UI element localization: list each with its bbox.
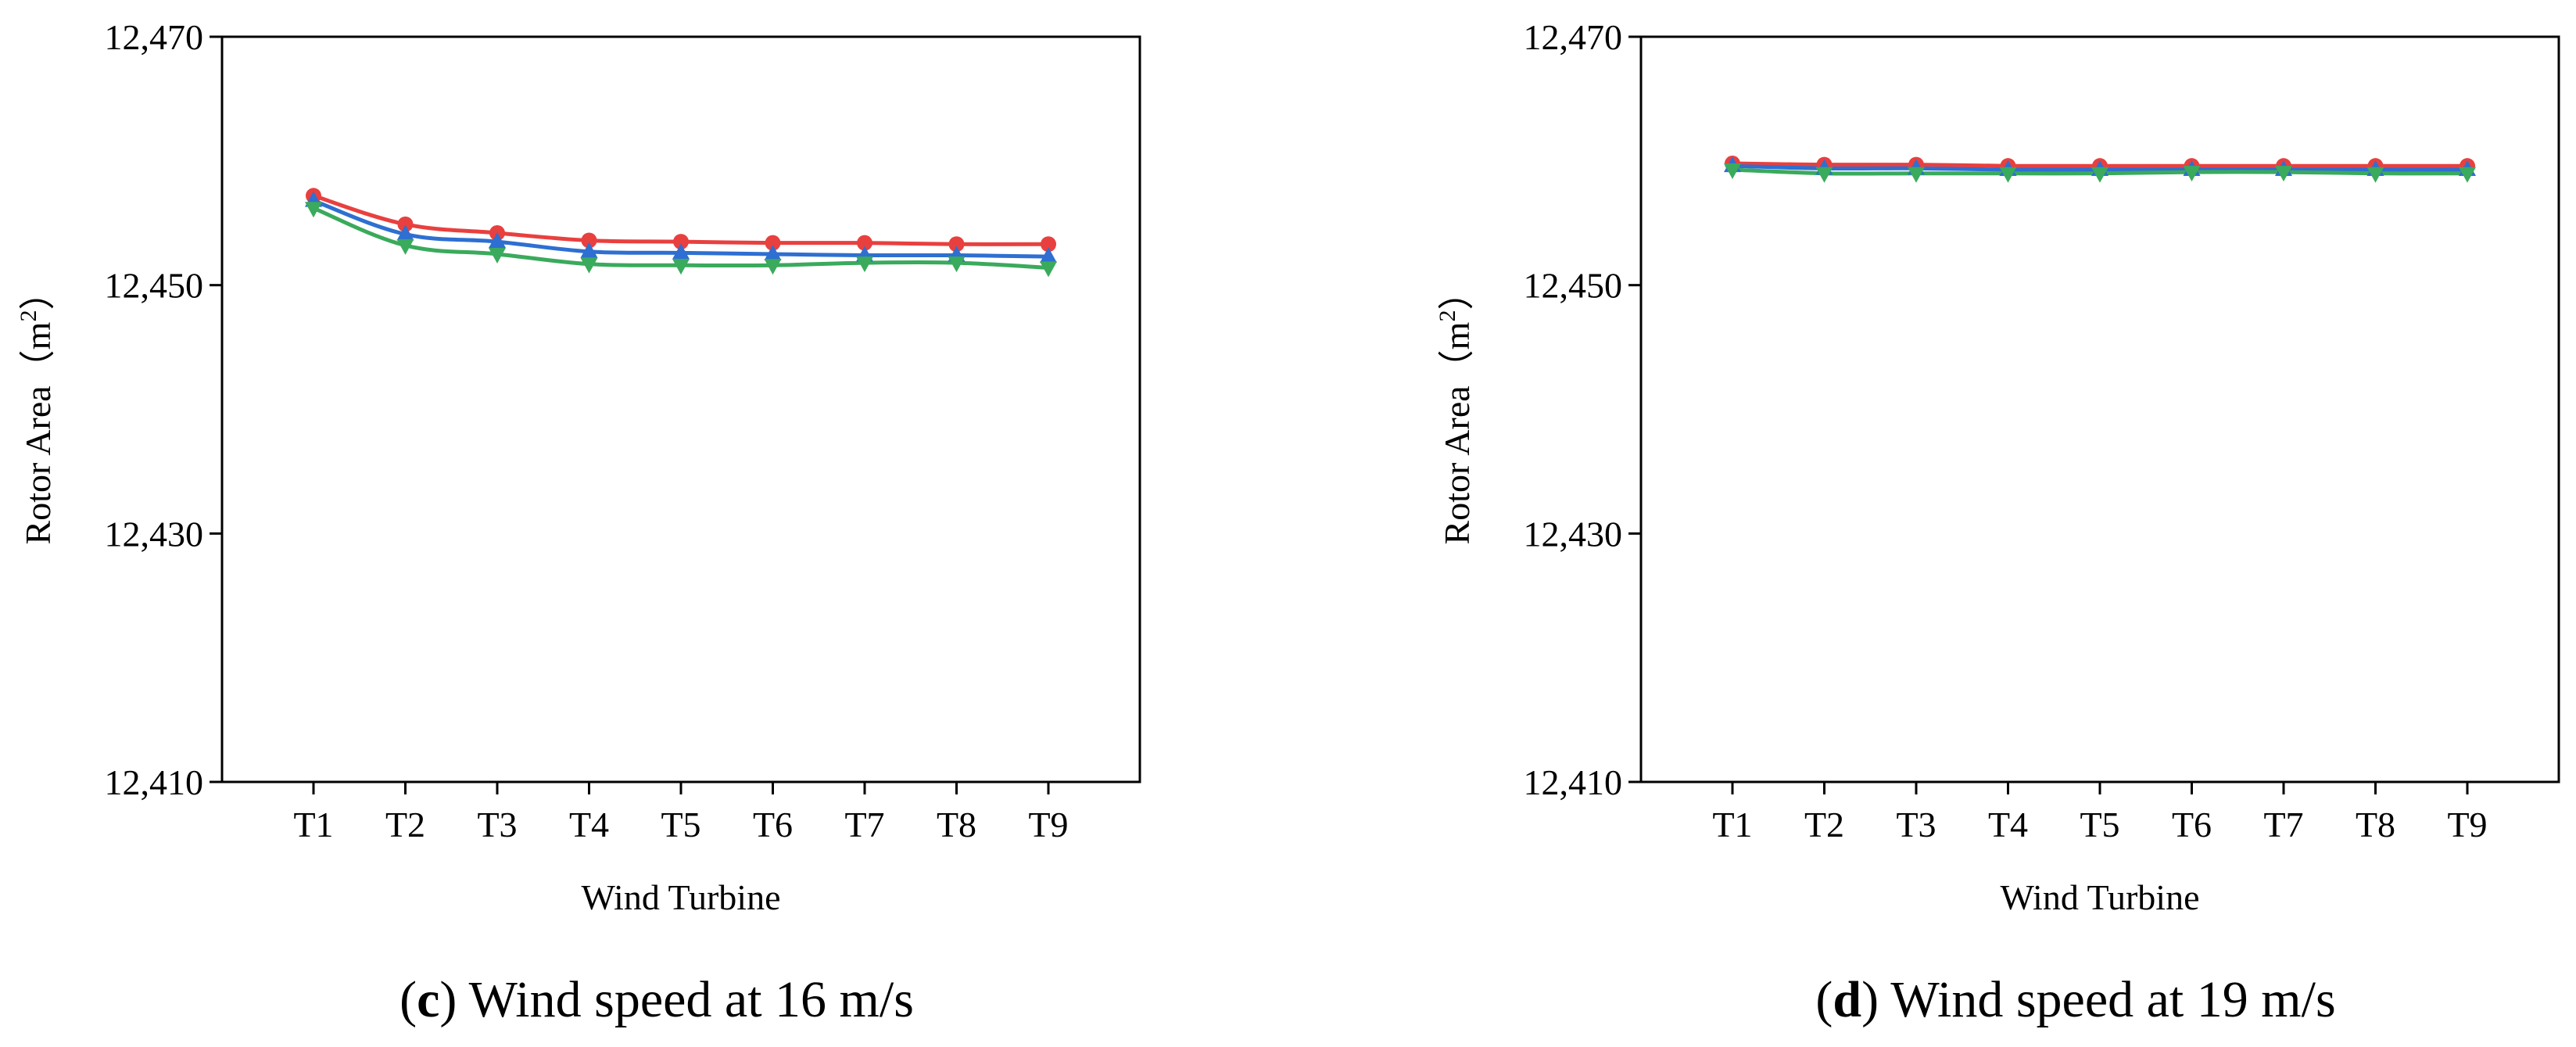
x-tick-label: T2: [385, 805, 425, 844]
x-tick-label: T3: [1896, 805, 1936, 844]
caption-open-paren: (: [399, 971, 417, 1028]
y-axis-title: Rotor Area（m2）: [1435, 274, 1477, 545]
y-tick-label: 12,410: [105, 762, 204, 802]
series-green-point: [1999, 167, 2017, 183]
series-green-point: [580, 257, 598, 274]
y-tick-label: 12,430: [105, 514, 204, 554]
caption-panel-letter: c: [417, 971, 439, 1028]
y-tick-label: 12,450: [105, 266, 204, 306]
series-blue-point: [1040, 247, 1057, 264]
caption-text: Wind speed at 19 m/s: [1890, 971, 2335, 1028]
x-tick-label: T9: [1028, 805, 1068, 844]
caption-open-paren: (: [1815, 971, 1833, 1028]
x-tick-label: T1: [1712, 805, 1752, 844]
caption-close-paren: ): [439, 971, 468, 1028]
y-axis-title-unit: m: [18, 321, 58, 350]
series-blue-point: [489, 232, 506, 249]
plot-frame: [1639, 35, 2560, 783]
series-green-point: [764, 259, 782, 275]
series-green-point: [2275, 166, 2292, 182]
figure-caption: (c) Wind speed at 16 m/s: [399, 971, 914, 1028]
x-tick-label: T8: [2356, 805, 2395, 844]
series-blue-point: [764, 244, 782, 260]
series-green-point: [1815, 167, 1833, 183]
y-tick-label: 12,450: [1524, 266, 1623, 306]
y-axis-title: Rotor Area（m2）: [16, 274, 58, 545]
series-green-point: [1040, 261, 1057, 278]
series-green-point: [948, 256, 966, 273]
series-green-point: [396, 238, 414, 255]
series-green-point: [672, 259, 690, 275]
x-tick-label: T9: [2447, 805, 2487, 844]
y-axis-title-close-paren: ）: [18, 274, 58, 310]
x-tick-label: T7: [2263, 805, 2303, 844]
x-axis-title: Wind Turbine: [2000, 877, 2199, 917]
series-green-point: [1908, 167, 1925, 183]
caption-close-paren: ): [1861, 971, 1890, 1028]
chart-panel-d: 12,410 12,430 12,450 12,470 T1 T2 T3 T4 T5 T6 T7 T8…: [1435, 17, 2560, 1028]
series-green-point: [2366, 167, 2384, 183]
x-tick-label: T8: [937, 805, 976, 844]
y-axis-title-open-paren: （: [18, 350, 58, 385]
series-red-point: [765, 235, 781, 251]
series-red-point: [581, 232, 597, 249]
caption-panel-letter: d: [1833, 971, 1861, 1028]
x-tick-label: T6: [2172, 805, 2212, 844]
chart-panel-c: 12,410 12,430 12,450 12,470 T1 T2 T3 T4 T5 T6 T7 T8…: [16, 17, 1141, 1028]
series-green-point: [856, 256, 873, 273]
x-tick-label: T5: [661, 805, 700, 844]
series-green-point: [2091, 167, 2108, 183]
y-tick-label: 12,430: [1524, 514, 1623, 554]
x-tick-label: T1: [293, 805, 333, 844]
y-axis-title-text: Rotor Area: [18, 385, 58, 544]
series-green-point: [1724, 163, 1741, 179]
series-red-point: [948, 236, 965, 253]
y-axis-title-open-paren: （: [1437, 350, 1477, 385]
series-blue-point: [580, 242, 598, 258]
figure-caption: (d) Wind speed at 19 m/s: [1815, 971, 2335, 1028]
y-axis-title-unit-exponent: 2: [1435, 310, 1460, 322]
y-tick-label: 12,470: [105, 17, 204, 57]
y-tick-label: 12,470: [1524, 17, 1623, 57]
plot-frame: [220, 35, 1141, 783]
series-blue-point: [672, 243, 690, 260]
series-red-point: [1041, 236, 1056, 253]
series-green-point: [489, 247, 506, 264]
y-tick-label: 12,410: [1524, 762, 1623, 802]
y-axis-title-unit: m: [1437, 321, 1477, 350]
x-tick-label: T4: [1988, 805, 2028, 844]
series-green-point: [2183, 166, 2201, 182]
series-green-point: [305, 202, 322, 218]
x-tick-label: T5: [2080, 805, 2119, 844]
x-tick-label: T6: [753, 805, 793, 844]
x-tick-label: T4: [569, 805, 609, 844]
y-axis-title-unit-exponent: 2: [16, 310, 41, 322]
series-red-point: [673, 234, 689, 250]
series-blue-point: [396, 224, 414, 241]
series-red-point: [397, 216, 414, 232]
x-tick-label: T7: [844, 805, 884, 844]
x-axis-title: Wind Turbine: [581, 877, 780, 917]
x-tick-label: T2: [1804, 805, 1844, 844]
series-green-point: [2459, 167, 2476, 183]
series-red-point: [857, 235, 872, 251]
caption-text: Wind speed at 16 m/s: [469, 971, 914, 1028]
y-axis-title-text: Rotor Area: [1437, 385, 1477, 544]
y-axis-title-close-paren: ）: [1437, 274, 1477, 310]
x-tick-label: T3: [477, 805, 517, 844]
